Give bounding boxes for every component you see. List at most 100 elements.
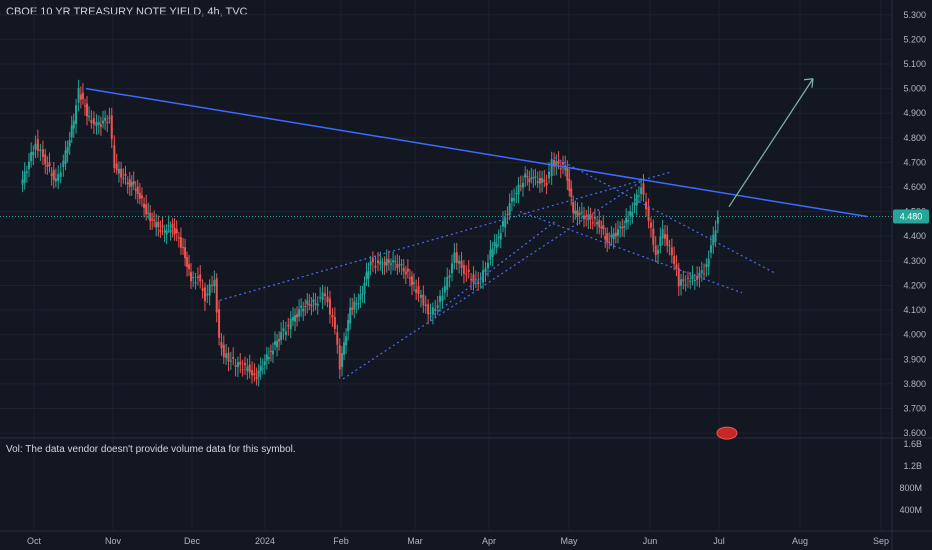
candle-body bbox=[130, 182, 133, 187]
candle-body bbox=[709, 245, 712, 253]
candle-body bbox=[90, 120, 93, 124]
candle-body bbox=[439, 295, 442, 303]
candle-body bbox=[434, 308, 437, 311]
candle-body bbox=[199, 274, 202, 282]
candle-body bbox=[604, 236, 607, 240]
candle-body bbox=[54, 178, 57, 182]
candle-body bbox=[417, 286, 420, 295]
candle-body bbox=[225, 353, 228, 359]
candle-body bbox=[331, 314, 334, 318]
candle-body bbox=[220, 342, 223, 349]
candle-body bbox=[349, 307, 352, 324]
candle-body bbox=[365, 272, 368, 280]
candle-body bbox=[515, 193, 518, 195]
candle-body bbox=[194, 282, 197, 284]
candle-body bbox=[716, 217, 719, 224]
candle-body bbox=[506, 214, 509, 216]
candle-body bbox=[621, 227, 624, 229]
candle-body bbox=[171, 223, 174, 228]
candle-body bbox=[314, 302, 317, 305]
candle-body bbox=[57, 174, 60, 182]
candle-body bbox=[253, 372, 256, 376]
y-tick-label: 4.900 bbox=[903, 108, 926, 118]
candle-body bbox=[163, 230, 166, 233]
candle-body bbox=[267, 357, 270, 360]
candle-body bbox=[241, 369, 244, 371]
candle-body bbox=[455, 252, 458, 263]
candle-body bbox=[589, 214, 592, 220]
candle-body bbox=[484, 268, 487, 273]
candle-body bbox=[203, 287, 206, 302]
candle-body bbox=[23, 171, 26, 183]
candle-body bbox=[647, 207, 650, 221]
candle-body bbox=[291, 316, 294, 321]
y-axis: 5.300 5.200 5.100 5.000 4.900 4.800 4.700 4.600… bbox=[899, 10, 926, 515]
candle-body bbox=[248, 364, 251, 373]
candle-body bbox=[255, 377, 258, 380]
candle-body bbox=[232, 357, 235, 359]
candle-body bbox=[557, 160, 560, 164]
candle-body bbox=[598, 220, 601, 228]
candle-body bbox=[227, 352, 230, 362]
candle-body bbox=[326, 296, 329, 303]
candle-body bbox=[381, 266, 384, 268]
x-tick-label: Aug bbox=[792, 536, 808, 546]
candle-body bbox=[215, 278, 218, 313]
channel-lines bbox=[219, 156, 776, 380]
candle-body bbox=[612, 233, 615, 239]
y-tick-label: 3.700 bbox=[903, 403, 926, 413]
candle-body bbox=[631, 211, 634, 217]
candle-body bbox=[657, 249, 660, 255]
candle-body bbox=[312, 299, 315, 303]
candle-body bbox=[310, 304, 313, 307]
candle-body bbox=[379, 261, 382, 265]
candle-body bbox=[429, 312, 432, 314]
candle-body bbox=[321, 292, 324, 301]
candle-body bbox=[637, 195, 640, 197]
candle-body bbox=[470, 279, 473, 281]
last-price-label: 4.480 bbox=[900, 212, 923, 222]
candle-body bbox=[30, 152, 33, 162]
candle-body bbox=[229, 360, 232, 362]
candle-body bbox=[304, 305, 307, 307]
volume-tick-label: 800M bbox=[899, 483, 922, 493]
candle-body bbox=[614, 232, 617, 237]
candle-body bbox=[21, 179, 24, 185]
candle-body bbox=[482, 270, 485, 283]
candle-body bbox=[44, 154, 47, 165]
candle-body bbox=[95, 121, 98, 126]
candle-body bbox=[633, 202, 636, 206]
candle-body bbox=[328, 298, 331, 315]
candle-body bbox=[104, 117, 107, 121]
x-axis: Oct Nov Dec 2024 Feb Mar Apr May Jun Jul Aug Sep bbox=[27, 536, 889, 546]
candle-body bbox=[548, 171, 550, 179]
candle-body bbox=[363, 282, 366, 294]
y-tick-label: 4.300 bbox=[903, 256, 926, 266]
volume-tick-label: 1.6B bbox=[903, 439, 922, 449]
candle-body bbox=[389, 263, 392, 265]
candle-body bbox=[502, 220, 504, 227]
x-tick-label: Oct bbox=[27, 536, 42, 546]
candle-body bbox=[153, 220, 156, 222]
y-tick-label: 3.900 bbox=[903, 354, 926, 364]
candle-body bbox=[453, 252, 456, 263]
candle-body bbox=[377, 260, 379, 264]
candle-body bbox=[316, 303, 319, 306]
candle-body bbox=[83, 105, 86, 107]
candle-body bbox=[396, 263, 399, 269]
candle-body bbox=[682, 279, 685, 282]
candle-body bbox=[691, 275, 694, 279]
y-tick-label: 4.200 bbox=[903, 280, 926, 290]
candle-body bbox=[570, 188, 573, 197]
candle-body bbox=[64, 150, 67, 164]
candle-body bbox=[157, 221, 160, 227]
candle-body bbox=[208, 284, 211, 296]
candle-body bbox=[446, 276, 449, 290]
candle-body bbox=[448, 275, 451, 278]
y-tick-label: 5.200 bbox=[903, 34, 926, 44]
candle-body bbox=[75, 105, 78, 124]
candle-body bbox=[534, 176, 537, 178]
candle-body bbox=[666, 234, 669, 246]
candle-body bbox=[422, 294, 425, 306]
